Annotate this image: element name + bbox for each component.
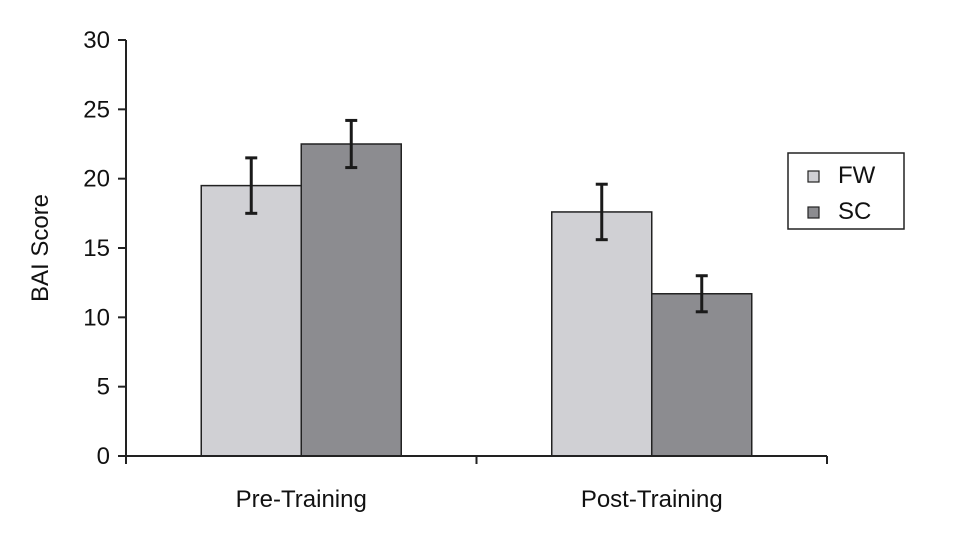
- bar-sc-0: [300, 143, 402, 457]
- y-tick-label: 15: [83, 235, 110, 262]
- legend-label-fw: FW: [838, 162, 876, 189]
- bar-sc-1: [651, 293, 753, 457]
- y-axis-label: BAI Score: [27, 194, 54, 302]
- x-tick-label: Pre-Training: [236, 486, 367, 513]
- y-ticks-layer: 0 5 10 15 20 25 30: [83, 27, 126, 470]
- legend: FW SC: [787, 152, 905, 230]
- y-tick-label: 0: [97, 443, 110, 470]
- bar-fw-0: [200, 184, 302, 457]
- x-tick-label: Post-Training: [581, 486, 723, 513]
- y-tick-label: 5: [97, 374, 110, 401]
- bars-layer: [200, 143, 753, 457]
- error-bars-layer: [245, 118, 708, 314]
- bar-fw-1: [551, 211, 653, 457]
- y-tick-label: 10: [83, 304, 110, 331]
- legend-swatch-fw: [807, 170, 820, 183]
- y-tick-label: 20: [83, 166, 110, 193]
- legend-swatch-sc: [807, 206, 820, 219]
- legend-box: [787, 152, 905, 230]
- legend-label-sc: SC: [838, 198, 871, 225]
- y-tick-label: 25: [83, 96, 110, 123]
- x-ticks-layer: Pre-Training Post-Training: [125, 456, 828, 513]
- y-tick-label: 30: [83, 27, 110, 54]
